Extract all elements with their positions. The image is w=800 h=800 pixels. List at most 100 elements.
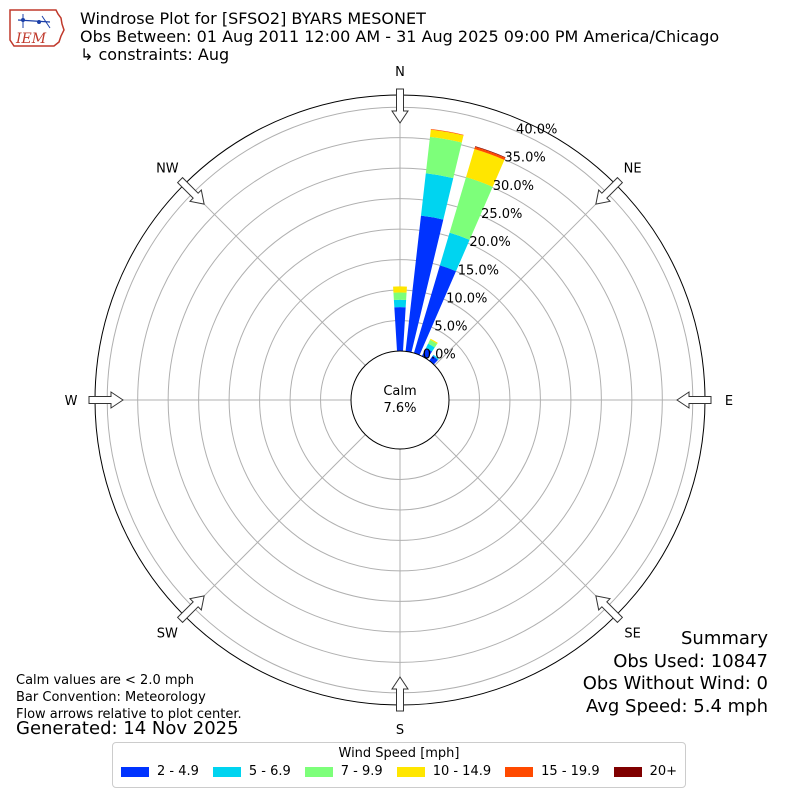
notes: Calm values are < 2.0 mph Bar Convention… bbox=[16, 672, 242, 723]
flow-arrow-shape bbox=[176, 595, 205, 624]
windrose-bar-segment bbox=[430, 129, 464, 136]
grid-ring bbox=[198, 198, 602, 602]
radial-tick-label: 0.0% bbox=[423, 348, 456, 363]
windrose-bar-segment bbox=[405, 215, 444, 353]
flow-arrow-shape bbox=[595, 176, 624, 205]
windrose-bar-segment bbox=[393, 299, 407, 308]
legend-label: 5 - 6.9 bbox=[248, 764, 291, 779]
windrose-bar-segment bbox=[425, 136, 462, 179]
grid-ring bbox=[137, 137, 663, 663]
direction-label: W bbox=[65, 394, 78, 409]
windrose-bar-segment bbox=[430, 338, 438, 344]
chart-header: Windrose Plot for [SFSO2] BYARS MESONET … bbox=[80, 10, 719, 64]
legend-swatch bbox=[212, 766, 241, 777]
calm-value: 7.6% bbox=[383, 401, 416, 416]
flow-arrow-icon bbox=[88, 391, 124, 409]
summary: Summary Obs Used: 10847 Obs Without Wind… bbox=[583, 628, 768, 718]
summary-avg-speed: Avg Speed: 5.4 mph bbox=[586, 695, 768, 717]
legend-entry: 20+ bbox=[613, 764, 678, 779]
flow-arrow-shape bbox=[88, 391, 124, 409]
direction-label: NW bbox=[156, 161, 179, 176]
legend-items: 2 - 4.9 5 - 6.9 7 - 9.9 10 - 14.9 15 - 19.9 2… bbox=[113, 764, 685, 779]
grid-spoke bbox=[183, 434, 366, 617]
radial-tick-label: 30.0% bbox=[493, 179, 534, 194]
legend-swatch bbox=[613, 766, 642, 777]
iem-logo: IEM bbox=[6, 6, 68, 50]
direction-label: SE bbox=[624, 627, 640, 642]
flow-arrow-icon bbox=[176, 595, 205, 624]
flow-arrow-icon bbox=[595, 176, 624, 205]
windrose-bar-segment bbox=[421, 173, 454, 220]
radial-tick-label: 5.0% bbox=[434, 320, 467, 335]
obs-between: Obs Between: 01 Aug 2011 12:00 AM - 31 A… bbox=[80, 27, 720, 46]
radial-tick-label: 25.0% bbox=[481, 207, 522, 222]
summary-title: Summary bbox=[681, 628, 768, 649]
legend-label: 10 - 14.9 bbox=[432, 764, 492, 779]
legend-label: 15 - 19.9 bbox=[541, 764, 600, 779]
radial-tick-label: 35.0% bbox=[504, 151, 545, 166]
windrose-bar-segment bbox=[425, 343, 435, 352]
windrose-bar-segment bbox=[474, 146, 506, 160]
windrose-bar-segment bbox=[421, 347, 433, 360]
flow-arrow-shape bbox=[391, 676, 409, 712]
flow-arrow-icon bbox=[391, 88, 409, 124]
legend-swatch bbox=[396, 766, 425, 777]
iem-logo-text: IEM bbox=[15, 31, 47, 47]
windrose-bar-segment bbox=[428, 339, 438, 348]
generated-date: Generated: 14 Nov 2025 bbox=[16, 718, 239, 739]
windrose-bar-segment bbox=[393, 286, 407, 293]
iem-logo-graphic: IEM bbox=[9, 9, 65, 47]
windrose-bar-segment bbox=[429, 129, 464, 143]
flow-arrow-shape bbox=[595, 595, 624, 624]
note-flow-arrows: Flow arrows relative to plot center. bbox=[16, 707, 242, 722]
radial-tick-label: 10.0% bbox=[446, 291, 487, 306]
direction-label: SW bbox=[157, 627, 178, 642]
grid-spoke bbox=[183, 183, 366, 366]
note-bar-convention: Bar Convention: Meteorology bbox=[16, 690, 206, 705]
flow-arrow-icon bbox=[595, 595, 624, 624]
legend-entry: 7 - 9.9 bbox=[304, 764, 383, 779]
legend-swatch bbox=[304, 766, 333, 777]
legend-entry: 15 - 19.9 bbox=[505, 764, 600, 779]
grid-ring bbox=[167, 167, 633, 633]
windrose-bar-segment bbox=[394, 307, 406, 352]
direction-label: S bbox=[396, 723, 404, 738]
windrose-bar-segment bbox=[475, 146, 506, 158]
grid-spoke bbox=[434, 434, 617, 617]
grid-ring bbox=[259, 259, 541, 541]
legend-entry: 5 - 6.9 bbox=[212, 764, 291, 779]
direction-label: NE bbox=[624, 161, 642, 176]
chart-title: Windrose Plot for [SFSO2] BYARS MESONET bbox=[80, 9, 426, 28]
flow-arrow-shape bbox=[391, 88, 409, 124]
legend-title: Wind Speed [mph] bbox=[338, 746, 460, 761]
summary-obs-used: Obs Used: 10847 bbox=[613, 650, 768, 672]
legend: Wind Speed [mph] 2 - 4.9 5 - 6.9 7 - 9.9 10… bbox=[112, 742, 686, 788]
legend-entry: 10 - 14.9 bbox=[396, 764, 492, 779]
legend-label: 7 - 9.9 bbox=[340, 764, 383, 779]
flow-arrow-shape bbox=[176, 176, 205, 205]
legend-swatch bbox=[120, 766, 149, 777]
windrose-bar-segment bbox=[432, 354, 439, 361]
legend-entry: 2 - 4.9 bbox=[120, 764, 199, 779]
constraints: ↳ constraints: Aug bbox=[80, 45, 230, 64]
radial-tick-label: 15.0% bbox=[458, 263, 499, 278]
legend-label: 20+ bbox=[649, 764, 678, 779]
summary-obs-without-wind: Obs Without Wind: 0 bbox=[582, 673, 768, 694]
flow-arrow-icon bbox=[176, 176, 205, 205]
legend-label: 2 - 4.9 bbox=[156, 764, 199, 779]
windrose-bar-segment bbox=[449, 177, 493, 240]
radial-tick-label: 20.0% bbox=[469, 235, 510, 250]
grid-ring bbox=[228, 228, 572, 572]
radial-tick-label: 40.0% bbox=[516, 122, 557, 137]
legend-swatch bbox=[505, 766, 534, 777]
calm-label: Calm bbox=[383, 384, 416, 399]
direction-label: E bbox=[725, 394, 733, 409]
flow-arrow-icon bbox=[391, 676, 409, 712]
windrose-bar-segment bbox=[413, 265, 456, 356]
flow-arrow-shape bbox=[676, 391, 712, 409]
direction-label: N bbox=[395, 65, 405, 80]
windrose-bar-segment bbox=[439, 232, 470, 272]
windrose-bar-segment bbox=[466, 149, 505, 187]
flow-arrow-icon bbox=[676, 391, 712, 409]
